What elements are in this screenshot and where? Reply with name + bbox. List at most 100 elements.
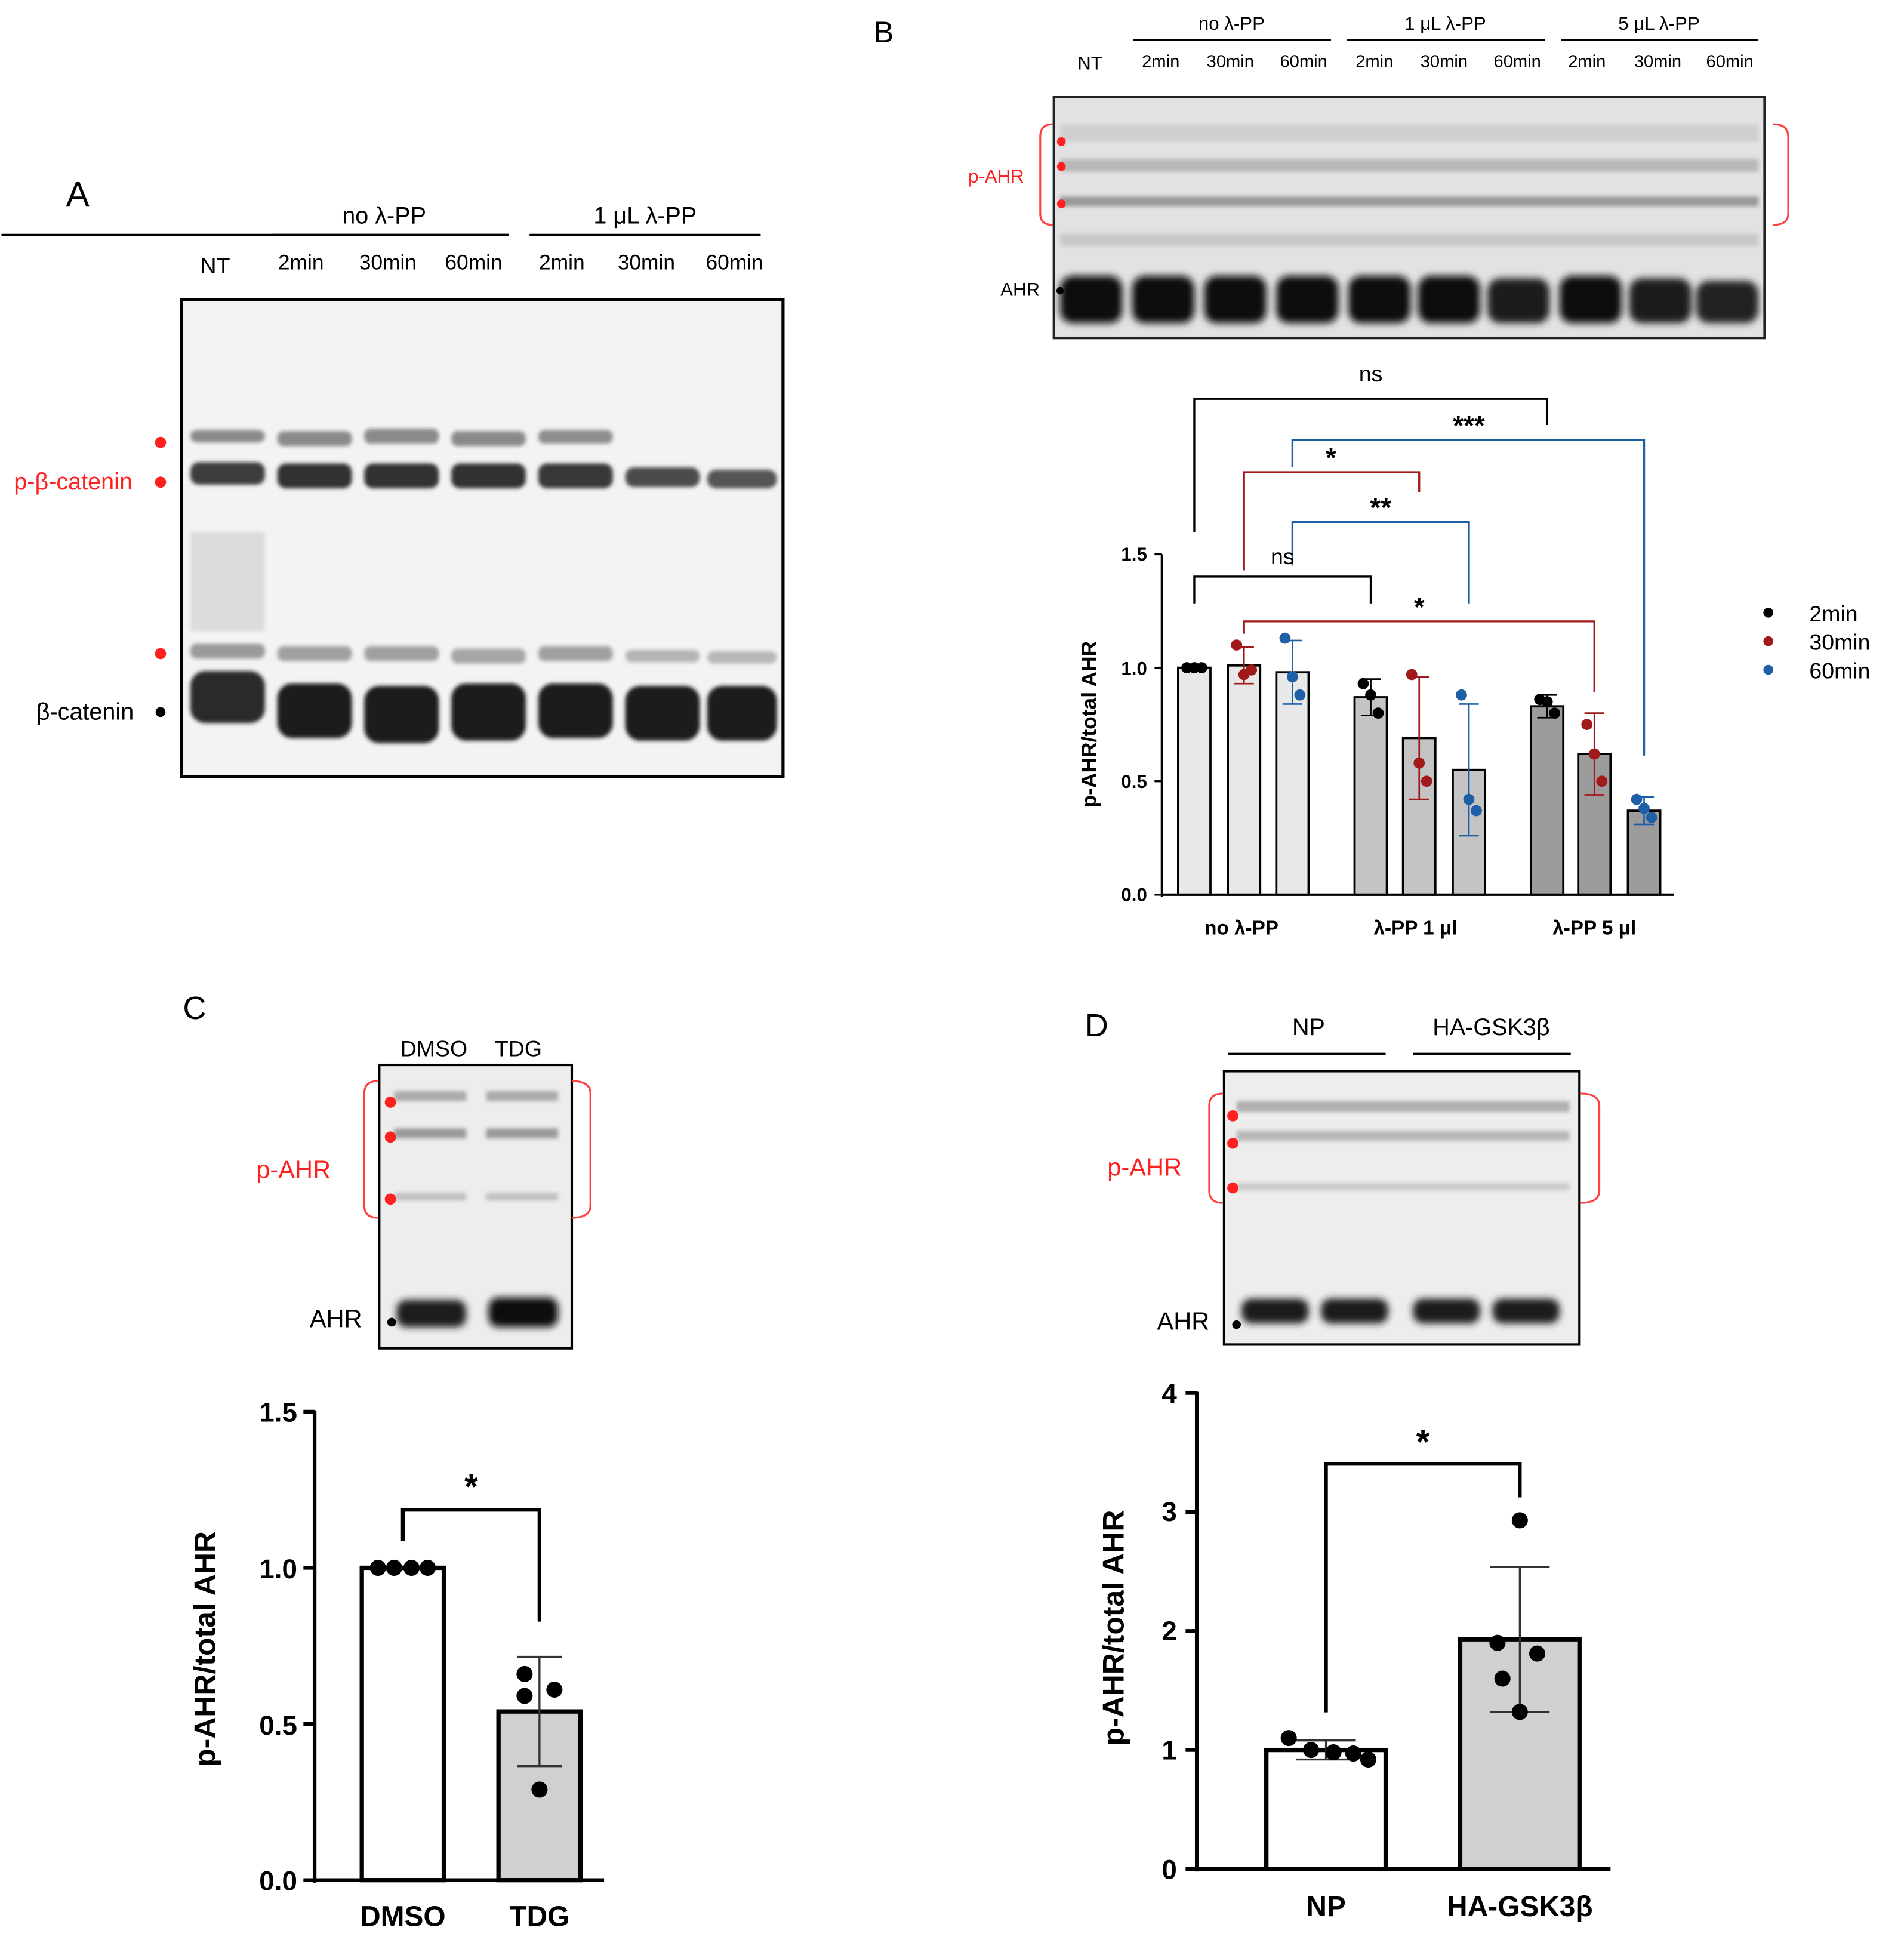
blot-bands [1236,1101,1570,1191]
data-point [386,1559,402,1576]
lane-label: 30min [618,251,675,275]
x-tick-label: no λ-PP [1204,917,1278,939]
lane-label: 2min [1568,52,1606,71]
y-tick-label: 3 [1161,1497,1176,1527]
group-label: no λ-PP [342,203,426,229]
lane-label: 30min [1207,52,1254,71]
panel-letter: B [874,16,894,49]
legend-label: 30min [1809,630,1870,655]
data-point [1372,707,1384,719]
lane-label: DMSO [400,1036,467,1061]
data-point [1280,1730,1297,1747]
y-axis-label: p-AHR/total AHR [189,1531,222,1767]
band-label-phospho: p-AHR [968,166,1024,187]
lane-label: 2min [278,251,324,275]
panel-c: C DMSO TDG p-AHR AHR [183,990,591,1350]
data-point [1246,664,1258,676]
data-point [516,1688,533,1704]
bar [1275,671,1310,896]
band-label-total: AHR [1157,1307,1209,1335]
data-point [1581,719,1593,731]
sig-bracket [1243,620,1595,692]
phospho-marker [384,1193,396,1205]
data-point [531,1781,548,1798]
lane-label: NT [1077,53,1102,74]
phospho-marker [1227,1182,1238,1194]
chart-d-points [1280,1512,1546,1768]
data-point [1406,669,1418,681]
lane-label: 30min [359,251,417,275]
panel-b: B no λ-PP 1 μL λ-PP 5 μL λ-PP NT 2min 30… [874,13,1789,340]
legend-marker [1763,607,1774,618]
phospho-bracket [571,1080,591,1219]
lane-label: 30min [1634,52,1681,71]
panel-letter: C [183,990,206,1026]
x-tick-label: DMSO [360,1901,446,1933]
data-point [1489,1634,1506,1651]
data-point [1471,805,1482,817]
phospho-bracket [1039,123,1053,226]
y-axis-label: p-AHR/total AHR [1077,641,1101,808]
data-point [1541,696,1553,707]
phospho-marker [1227,1137,1238,1149]
phospho-marker [1056,162,1066,171]
band-label-phospho: p-β-catenin [14,469,133,495]
sig-bracket [1291,521,1470,604]
legend-label: 60min [1809,658,1870,683]
lane-label: 60min [1280,52,1327,71]
chart-c: 0.0 0.5 1.0 1.5 p-AHR/total AHR DMSO TDG… [189,1397,605,1933]
total-marker [1232,1320,1241,1329]
data-point [546,1681,563,1698]
phospho-marker [384,1131,396,1143]
band-label-total: AHR [310,1304,362,1332]
sig-label: ** [1370,492,1391,523]
sig-bracket [1193,398,1548,532]
panel-letter: D [1085,1008,1108,1043]
data-point [1511,1704,1528,1720]
phospho-marker [155,436,167,448]
data-point [1529,1645,1546,1662]
group-label: HA-GSK3β [1432,1014,1549,1040]
x-tick-label: NP [1306,1891,1345,1923]
panel-letter: A [66,175,90,214]
phospho-bracket [363,1080,378,1219]
sig-bracket [1243,471,1421,571]
total-marker [387,1317,396,1327]
data-point [1294,689,1306,701]
bar [1264,1747,1388,1871]
sig-bracket [1324,1462,1522,1713]
y-tick-label: 1 [1161,1735,1176,1766]
data-point [1638,802,1650,814]
data-point [1596,775,1608,787]
band-label-total: AHR [1000,279,1040,300]
data-point [1549,707,1561,719]
data-point [419,1559,436,1576]
sig-label: *** [1453,411,1485,441]
bar [359,1565,446,1883]
blot-bands [394,1091,559,1200]
total-marker [155,707,166,718]
legend-marker [1763,664,1774,675]
y-tick-label: 0.5 [1121,771,1147,792]
phospho-bracket [1208,1092,1223,1204]
data-point [1456,689,1467,701]
sig-bracket [1291,439,1646,756]
data-point [369,1559,386,1576]
data-point [516,1665,533,1682]
band-label-phospho: p-AHR [256,1155,331,1183]
sig-label: * [1326,443,1336,473]
group-label: 1 μL λ-PP [593,203,697,229]
y-tick-label: 0.0 [259,1865,297,1896]
data-point [403,1559,420,1576]
data-point [1325,1744,1342,1761]
data-point [1588,748,1600,760]
bar [1530,705,1565,896]
phospho-marker [384,1097,396,1108]
data-point [1494,1670,1511,1687]
x-tick-label: HA-GSK3β [1447,1891,1593,1923]
band-label-total: β-catenin [36,698,134,725]
y-ticks [303,1409,315,1882]
lane-label: 60min [1494,52,1541,71]
bar [1227,664,1262,896]
